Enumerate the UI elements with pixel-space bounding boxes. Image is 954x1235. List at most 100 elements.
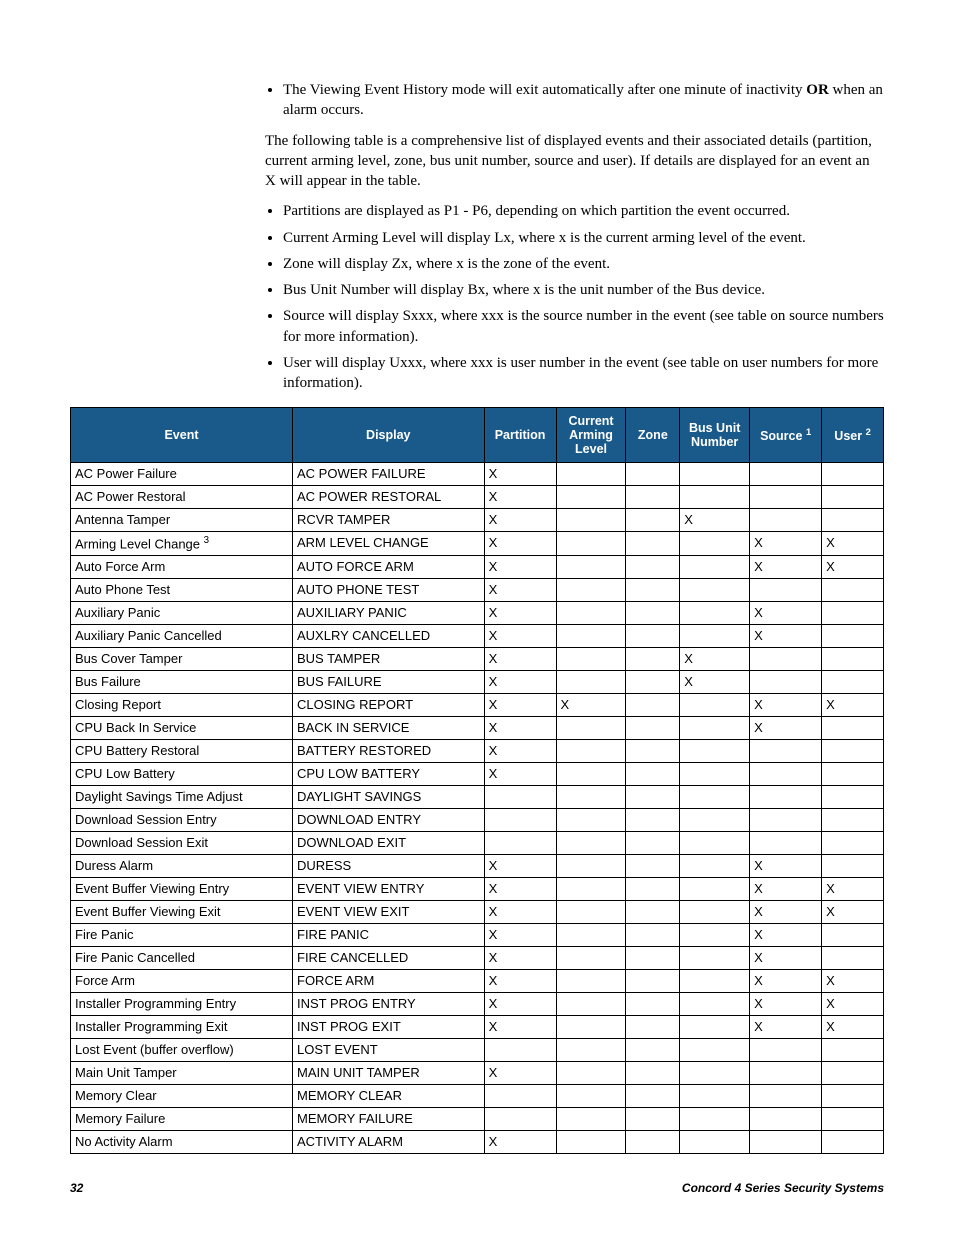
cell-bus: [680, 601, 750, 624]
cell-event: Auxiliary Panic Cancelled: [71, 624, 293, 647]
cell-display: CLOSING REPORT: [293, 693, 485, 716]
cell-user: [822, 739, 884, 762]
cell-display: AUXILIARY PANIC: [293, 601, 485, 624]
cell-user: [822, 946, 884, 969]
cell-arming: [556, 992, 626, 1015]
cell-arming: X: [556, 693, 626, 716]
cell-user: [822, 1130, 884, 1153]
cell-zone: [626, 693, 680, 716]
cell-event: CPU Back In Service: [71, 716, 293, 739]
event-table-body: AC Power FailureAC POWER FAILUREXAC Powe…: [71, 463, 884, 1153]
table-row: Auxiliary PanicAUXILIARY PANICXX: [71, 601, 884, 624]
cell-partition: X: [484, 739, 556, 762]
cell-arming: [556, 1107, 626, 1130]
th-display: Display: [293, 408, 485, 463]
cell-zone: [626, 463, 680, 486]
cell-source: X: [750, 877, 822, 900]
page-footer: 32 Concord 4 Series Security Systems: [70, 1181, 884, 1195]
cell-user: X: [822, 992, 884, 1015]
cell-partition: [484, 785, 556, 808]
cell-user: [822, 1107, 884, 1130]
cell-zone: [626, 854, 680, 877]
cell-display: AUTO PHONE TEST: [293, 578, 485, 601]
cell-bus: [680, 716, 750, 739]
cell-partition: [484, 1038, 556, 1061]
page-number: 32: [70, 1181, 83, 1195]
cell-user: X: [822, 555, 884, 578]
cell-display: AUTO FORCE ARM: [293, 555, 485, 578]
cell-partition: X: [484, 509, 556, 532]
cell-arming: [556, 647, 626, 670]
cell-bus: [680, 854, 750, 877]
cell-display: DOWNLOAD ENTRY: [293, 808, 485, 831]
cell-arming: [556, 739, 626, 762]
cell-bus: [680, 1084, 750, 1107]
cell-event: AC Power Failure: [71, 463, 293, 486]
cell-zone: [626, 900, 680, 923]
cell-partition: X: [484, 578, 556, 601]
cell-source: [750, 463, 822, 486]
cell-partition: X: [484, 670, 556, 693]
cell-partition: X: [484, 532, 556, 555]
table-row: Bus FailureBUS FAILUREXX: [71, 670, 884, 693]
cell-event: Memory Clear: [71, 1084, 293, 1107]
cell-bus: [680, 831, 750, 854]
cell-arming: [556, 555, 626, 578]
cell-source: X: [750, 1015, 822, 1038]
cell-bus: [680, 877, 750, 900]
cell-display: DOWNLOAD EXIT: [293, 831, 485, 854]
cell-arming: [556, 624, 626, 647]
cell-zone: [626, 532, 680, 555]
cell-source: [750, 785, 822, 808]
th-zone: Zone: [626, 408, 680, 463]
table-row: Fire Panic CancelledFIRE CANCELLEDXX: [71, 946, 884, 969]
cell-bus: [680, 969, 750, 992]
cell-event: Bus Cover Tamper: [71, 647, 293, 670]
cell-bus: [680, 624, 750, 647]
cell-event: Main Unit Tamper: [71, 1061, 293, 1084]
cell-zone: [626, 946, 680, 969]
table-row: Auto Phone TestAUTO PHONE TESTX: [71, 578, 884, 601]
intro-top-bullet: The Viewing Event History mode will exit…: [283, 80, 884, 121]
cell-bus: [680, 923, 750, 946]
cell-partition: X: [484, 693, 556, 716]
cell-bus: [680, 1107, 750, 1130]
table-row: Duress AlarmDURESSXX: [71, 854, 884, 877]
cell-zone: [626, 1015, 680, 1038]
cell-arming: [556, 578, 626, 601]
cell-bus: X: [680, 509, 750, 532]
table-row: Closing ReportCLOSING REPORTXXXX: [71, 693, 884, 716]
table-row: Auxiliary Panic CancelledAUXLRY CANCELLE…: [71, 624, 884, 647]
cell-arming: [556, 831, 626, 854]
cell-user: [822, 1038, 884, 1061]
table-row: Fire PanicFIRE PANICXX: [71, 923, 884, 946]
cell-source: [750, 1084, 822, 1107]
table-row: CPU Back In ServiceBACK IN SERVICEXX: [71, 716, 884, 739]
cell-user: [822, 831, 884, 854]
table-row: Force ArmFORCE ARMXXX: [71, 969, 884, 992]
cell-user: [822, 854, 884, 877]
cell-user: X: [822, 693, 884, 716]
cell-user: [822, 808, 884, 831]
cell-source: [750, 578, 822, 601]
cell-display: RCVR TAMPER: [293, 509, 485, 532]
cell-event: Auto Phone Test: [71, 578, 293, 601]
cell-source: [750, 670, 822, 693]
cell-bus: [680, 762, 750, 785]
cell-partition: X: [484, 1015, 556, 1038]
cell-user: X: [822, 532, 884, 555]
cell-user: [822, 1084, 884, 1107]
cell-arming: [556, 877, 626, 900]
cell-source: [750, 486, 822, 509]
cell-display: DURESS: [293, 854, 485, 877]
th-event: Event: [71, 408, 293, 463]
cell-partition: X: [484, 463, 556, 486]
th-user: User 2: [822, 408, 884, 463]
cell-display: AUXLRY CANCELLED: [293, 624, 485, 647]
cell-event: Event Buffer Viewing Exit: [71, 900, 293, 923]
cell-partition: X: [484, 992, 556, 1015]
table-row: Download Session ExitDOWNLOAD EXIT: [71, 831, 884, 854]
cell-event: Download Session Entry: [71, 808, 293, 831]
cell-event: AC Power Restoral: [71, 486, 293, 509]
cell-display: FIRE CANCELLED: [293, 946, 485, 969]
